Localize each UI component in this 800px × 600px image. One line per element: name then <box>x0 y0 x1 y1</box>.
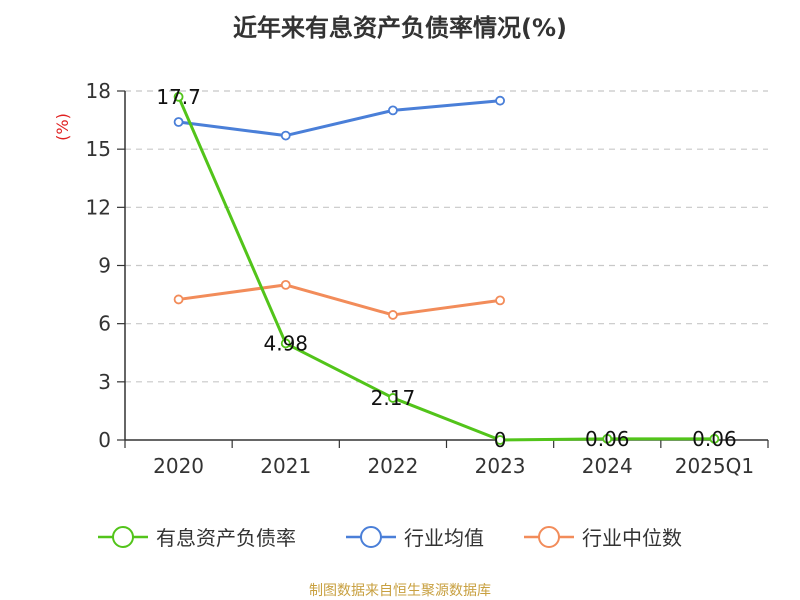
legend-label: 有息资产负债率 <box>156 526 296 550</box>
legend-item: 行业中位数 <box>524 526 682 550</box>
y-tick-label: 18 <box>86 79 111 103</box>
series-line <box>178 283 501 317</box>
data-source-note: 制图数据来自恒生聚源数据库 <box>309 583 491 599</box>
y-tick-label: 12 <box>86 195 111 219</box>
data-point <box>602 433 613 444</box>
chart-title: 近年来有息资产负债率情况(%) <box>233 14 567 42</box>
legend-item: 行业均值 <box>346 526 484 550</box>
series-line <box>178 99 501 138</box>
legend-label: 行业均值 <box>404 526 484 550</box>
x-tick-label: 2023 <box>475 454 526 478</box>
data-point <box>495 435 505 445</box>
data-point <box>280 279 291 290</box>
x-tick-label: 2022 <box>367 454 418 478</box>
data-point <box>388 310 398 320</box>
x-tick-label: 2024 <box>582 454 633 478</box>
data-point <box>388 393 398 403</box>
legend-item: 有息资产负债率 <box>98 526 296 550</box>
data-point <box>173 117 184 127</box>
data-point <box>709 433 720 444</box>
legend-marker-icon <box>538 526 560 548</box>
data-label: 0.06 <box>585 427 630 451</box>
x-tick-label: 2025Q1 <box>675 454 754 478</box>
y-tick-label: 9 <box>98 254 111 278</box>
legend-label: 行业中位数 <box>582 526 682 550</box>
legend: 有息资产负债率 行业均值 行业中位数 <box>98 526 682 550</box>
data-label: 2.17 <box>371 386 416 410</box>
legend-marker-icon <box>360 526 382 548</box>
series-line <box>177 96 715 442</box>
data-labels: 17.7 4.98 2.17 0 0.06 0.06 <box>156 85 736 452</box>
data-point <box>280 338 291 349</box>
y-tick-label: 15 <box>86 137 111 161</box>
x-tick-label: 2021 <box>260 454 311 478</box>
data-label: 0 <box>494 428 507 452</box>
series-lines <box>173 91 720 445</box>
y-tick-label: 0 <box>98 428 111 452</box>
y-tick-label: 3 <box>98 370 111 394</box>
legend-marker-icon <box>112 526 134 548</box>
data-label: 4.98 <box>263 331 308 355</box>
y-axis-unit-label: (%) <box>53 113 72 141</box>
data-point <box>495 95 505 106</box>
data-point <box>495 295 505 306</box>
axes: 0 3 6 9 12 15 18 2020 2021 2022 2023 2024 2025Q1 <box>86 79 769 478</box>
y-tick-label: 6 <box>98 312 111 336</box>
data-label: 0.06 <box>692 427 737 451</box>
data-point <box>280 130 291 141</box>
grid-lines <box>125 90 768 383</box>
data-point <box>173 91 184 102</box>
x-tick-label: 2020 <box>153 454 204 478</box>
data-label: 17.7 <box>156 85 201 109</box>
data-point <box>173 294 184 305</box>
data-point <box>388 105 398 116</box>
